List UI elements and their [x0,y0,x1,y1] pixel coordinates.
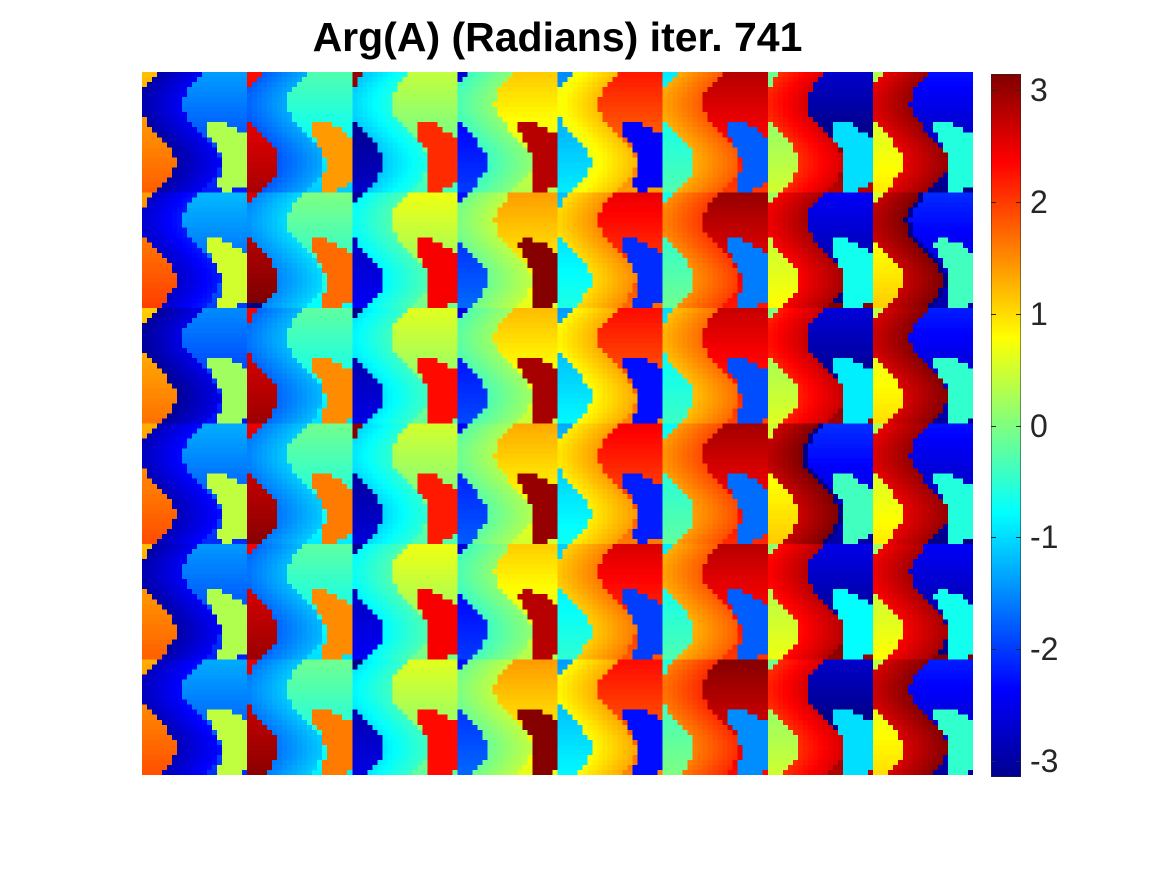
heatmap-canvas [142,72,973,775]
colorbar-tick-mark [991,89,996,91]
colorbar-tick-mark [1016,201,1021,203]
colorbar-tick-mark [991,537,996,539]
colorbar-tick-mark [1016,537,1021,539]
colorbar-tick-mark [991,425,996,427]
colorbar-tick-mark [991,649,996,651]
colorbar-tick-mark [991,201,996,203]
colorbar-tick-mark [1016,313,1021,315]
colorbar-tick-label: -2 [1030,631,1059,668]
colorbar-tick-label: 0 [1030,407,1048,444]
phase-heatmap [142,72,973,775]
colorbar-tick-mark [991,761,996,763]
colorbar-tick-mark [1016,649,1021,651]
colorbar-tick-mark [1016,89,1021,91]
colorbar-tick-label: 1 [1030,295,1048,332]
colorbar-tick-mark [991,313,996,315]
colorbar-tick-label: -3 [1030,743,1059,780]
colorbar-tick-label: 3 [1030,71,1048,108]
colorbar-tick-label: -1 [1030,519,1059,556]
colorbar-tick-label: 2 [1030,183,1048,220]
chart-title: Arg(A) (Radians) iter. 741 [312,14,803,60]
colorbar-tick-mark [1016,761,1021,763]
colorbar-tick-mark [1016,425,1021,427]
